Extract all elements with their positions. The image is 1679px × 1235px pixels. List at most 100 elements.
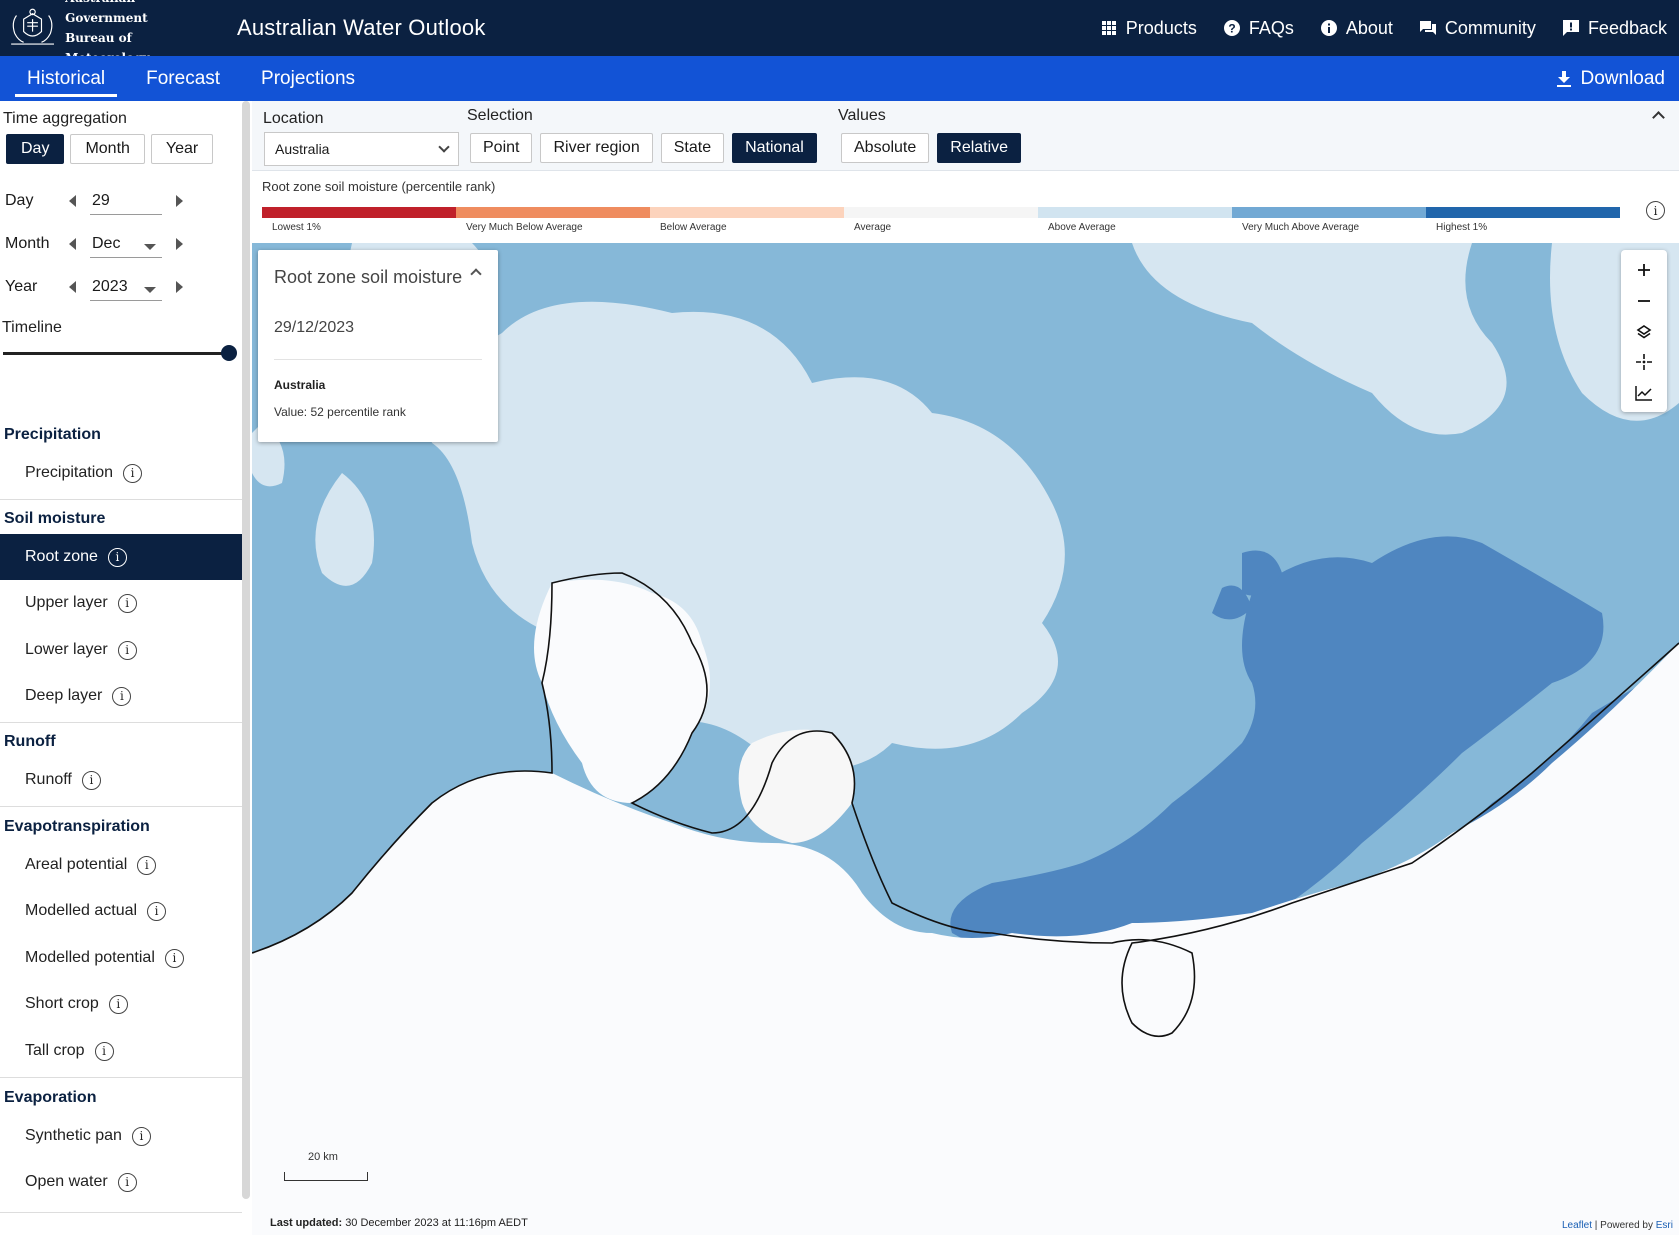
- location-select[interactable]: Australia: [264, 132, 459, 166]
- tab-historical[interactable]: Historical: [13, 56, 119, 101]
- timeline-handle[interactable]: [221, 345, 237, 361]
- chevron-down-icon: [144, 286, 156, 293]
- info-icon[interactable]: i: [164, 948, 184, 968]
- divider: [274, 359, 482, 360]
- aggregation-month-button[interactable]: Month: [70, 134, 145, 164]
- nav-faqs[interactable]: ? FAQs: [1223, 18, 1294, 39]
- divider: [0, 1212, 242, 1213]
- day-row: Day 29: [5, 184, 195, 218]
- nav-feedback[interactable]: Feedback: [1562, 18, 1667, 39]
- sidebar-item-tall-crop[interactable]: Tall crop i: [0, 1028, 242, 1074]
- legend-label: Highest 1%: [1436, 222, 1488, 233]
- group-evapotranspiration: Evapotranspiration: [4, 818, 150, 835]
- day-input[interactable]: 29: [90, 187, 162, 215]
- plus-icon: [1638, 264, 1650, 276]
- group-soil-moisture: Soil moisture: [4, 510, 106, 527]
- month-select[interactable]: Dec: [90, 230, 162, 258]
- values-toggle: Absolute Relative: [841, 133, 1022, 163]
- selection-river-region-button[interactable]: River region: [540, 133, 653, 163]
- nav-products-label: Products: [1125, 17, 1197, 38]
- nav-community[interactable]: Community: [1419, 18, 1536, 39]
- sidebar-item-runoff[interactable]: Runoff i: [0, 757, 242, 803]
- sidebar-item-root-zone[interactable]: Root zone i: [0, 534, 242, 580]
- legend-swatch-very-much-above: [1232, 207, 1426, 218]
- sidebar-scrollbar[interactable]: [242, 101, 250, 1199]
- sidebar-item-label: Precipitation: [25, 464, 114, 481]
- selection-point-button[interactable]: Point: [470, 133, 533, 163]
- info-icon[interactable]: i: [123, 463, 143, 483]
- sidebar-item-label: Deep layer: [25, 687, 103, 704]
- chart-button[interactable]: [1621, 377, 1667, 409]
- info-icon[interactable]: i: [131, 1126, 151, 1146]
- month-row: Month Dec: [5, 227, 195, 261]
- top-nav: Products ? FAQs About Community: [1074, 0, 1679, 56]
- info-icon[interactable]: i: [81, 770, 101, 790]
- gov-logo[interactable]: Australian Government Bureau of Meteorol…: [0, 0, 205, 65]
- info-icon[interactable]: i: [137, 855, 157, 875]
- timeline-track[interactable]: [3, 352, 229, 355]
- collapse-popup-icon[interactable]: [470, 268, 482, 280]
- locate-button[interactable]: [1621, 346, 1667, 378]
- sidebar-item-precipitation[interactable]: Precipitation i: [0, 450, 242, 496]
- info-icon[interactable]: i: [112, 686, 132, 706]
- sidebar-item-open-water[interactable]: Open water i: [0, 1159, 242, 1205]
- info-icon[interactable]: i: [117, 1172, 137, 1192]
- legend-label: Below Average: [660, 222, 727, 233]
- esri-link[interactable]: Esri: [1655, 1220, 1673, 1231]
- map[interactable]: Root zone soil moisture 29/12/2023 Austr…: [252, 243, 1679, 1235]
- info-icon[interactable]: i: [107, 547, 127, 567]
- info-icon[interactable]: i: [94, 1041, 114, 1061]
- popup-location: Australia: [274, 378, 326, 392]
- tab-projections[interactable]: Projections: [261, 67, 356, 89]
- sidebar-item-short-crop[interactable]: Short crop i: [0, 981, 242, 1027]
- year-prev-icon[interactable]: [69, 281, 76, 293]
- sidebar-item-modelled-potential[interactable]: Modelled potential i: [0, 935, 242, 981]
- info-icon[interactable]: i: [117, 640, 137, 660]
- zoom-out-button[interactable]: [1621, 285, 1667, 317]
- selection-national-button[interactable]: National: [732, 133, 817, 163]
- values-relative-button[interactable]: Relative: [937, 133, 1022, 163]
- leaflet-link[interactable]: Leaflet: [1561, 1220, 1593, 1231]
- day-prev-icon[interactable]: [69, 195, 76, 207]
- sidebar-item-lower-layer[interactable]: Lower layer i: [0, 627, 242, 673]
- year-select[interactable]: 2023: [90, 273, 162, 301]
- timeline-label: Timeline: [2, 319, 62, 336]
- info-icon[interactable]: i: [117, 593, 137, 613]
- sidebar-item-synthetic-pan[interactable]: Synthetic pan i: [0, 1113, 242, 1159]
- day-next-icon[interactable]: [176, 195, 183, 207]
- gov-line1: Australian Government: [65, 0, 148, 25]
- aggregation-day-button[interactable]: Day: [6, 134, 65, 164]
- year-next-icon[interactable]: [176, 281, 183, 293]
- month-next-icon[interactable]: [176, 238, 183, 250]
- sidebar-item-deep-layer[interactable]: Deep layer i: [0, 673, 242, 719]
- collapse-controls-icon[interactable]: [1652, 111, 1665, 124]
- values-absolute-button[interactable]: Absolute: [841, 133, 930, 163]
- tab-forecast[interactable]: Forecast: [146, 67, 221, 89]
- day-value: 29: [92, 191, 110, 209]
- layers-button[interactable]: [1621, 316, 1667, 348]
- app-title: Australian Water Outlook: [237, 15, 486, 40]
- download-icon: [1556, 70, 1571, 87]
- info-icon[interactable]: i: [147, 901, 167, 921]
- legend-label: Above Average: [1048, 222, 1116, 233]
- minus-icon: [1638, 300, 1650, 302]
- svg-text:?: ?: [1228, 22, 1235, 36]
- legend-info-icon[interactable]: i: [1646, 201, 1665, 220]
- sidebar-item-modelled-actual[interactable]: Modelled actual i: [0, 888, 242, 934]
- download-button[interactable]: Download: [1556, 56, 1679, 101]
- nav-products[interactable]: Products: [1100, 18, 1197, 39]
- zoom-in-button[interactable]: [1621, 254, 1667, 286]
- last-updated-value: 30 December 2023 at 11:16pm AEDT: [345, 1217, 528, 1229]
- aggregation-year-button[interactable]: Year: [150, 134, 214, 164]
- selection-state-button[interactable]: State: [660, 133, 725, 163]
- month-prev-icon[interactable]: [69, 238, 76, 250]
- divider: [0, 806, 242, 807]
- sidebar-item-upper-layer[interactable]: Upper layer i: [0, 580, 242, 626]
- question-icon: ?: [1223, 20, 1240, 36]
- nav-about[interactable]: About: [1320, 18, 1393, 39]
- legend-swatch-lowest: [262, 207, 456, 218]
- nav-community-label: Community: [1444, 17, 1536, 38]
- sidebar-item-areal-potential[interactable]: Areal potential i: [0, 842, 242, 888]
- values-label: Values: [838, 107, 886, 124]
- info-icon[interactable]: i: [108, 994, 128, 1014]
